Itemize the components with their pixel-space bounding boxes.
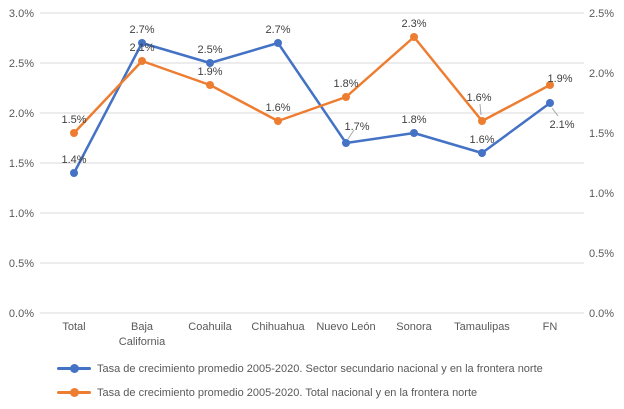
right-axis-tick-label: 2.5% xyxy=(589,8,614,20)
right-axis-tick-label: 0.0% xyxy=(589,308,614,320)
data-point-marker[interactable] xyxy=(206,59,214,67)
data-point-label: 2.7% xyxy=(129,24,154,36)
left-axis-tick-label: 1.5% xyxy=(9,158,34,170)
x-axis-category-label: FN xyxy=(543,321,558,333)
data-point-marker[interactable] xyxy=(546,99,554,107)
data-point-label: 2.7% xyxy=(265,24,290,36)
data-point-marker[interactable] xyxy=(70,169,78,177)
data-point-label: 2.3% xyxy=(401,18,426,30)
x-axis-category-label: California xyxy=(119,336,166,348)
left-axis-tick-label: 0.0% xyxy=(9,308,34,320)
data-point-marker[interactable] xyxy=(138,39,146,47)
data-point-marker[interactable] xyxy=(410,129,418,137)
data-point-marker[interactable] xyxy=(342,93,350,101)
left-axis-tick-label: 2.0% xyxy=(9,108,34,120)
x-axis-category-label: Nuevo León xyxy=(316,321,375,333)
right-axis-tick-label: 2.0% xyxy=(589,68,614,80)
right-axis-tick-label: 1.5% xyxy=(589,128,614,140)
data-point-label: 1.6% xyxy=(466,92,491,104)
data-point-marker[interactable] xyxy=(138,57,146,65)
series-line xyxy=(72,35,552,135)
legend-label: Tasa de crecimiento promedio 2005-2020. … xyxy=(97,362,543,375)
x-axis-category-label: Coahuila xyxy=(188,321,232,333)
data-point-marker[interactable] xyxy=(206,81,214,89)
data-label-leader-line xyxy=(479,103,482,116)
right-axis-tick-label: 1.0% xyxy=(589,188,614,200)
data-point-marker[interactable] xyxy=(274,117,282,125)
data-point-label: 1.9% xyxy=(197,66,222,78)
data-point-label: 2.1% xyxy=(129,42,154,54)
legend-label: Tasa de crecimiento promedio 2005-2020. … xyxy=(97,386,478,399)
data-point-marker[interactable] xyxy=(70,129,78,137)
left-axis-tick-label: 0.5% xyxy=(9,258,34,270)
data-point-marker[interactable] xyxy=(478,149,486,157)
data-point-label: 1.7% xyxy=(344,121,369,133)
data-label-leader-line xyxy=(551,107,559,117)
data-point-label: 2.5% xyxy=(197,44,222,56)
x-axis-category-label: Tamaulipas xyxy=(454,321,510,333)
data-point-label: 1.9% xyxy=(547,73,572,85)
data-point-marker[interactable] xyxy=(274,39,282,47)
chart-legend: Tasa de crecimiento promedio 2005-2020. … xyxy=(57,360,543,401)
data-point-marker[interactable] xyxy=(342,139,350,147)
data-point-marker[interactable] xyxy=(410,33,418,41)
data-point-label: 1.8% xyxy=(333,78,358,90)
data-point-label: 2.1% xyxy=(549,119,574,131)
orange-line-marker-icon xyxy=(57,388,91,397)
data-point-label: 1.4% xyxy=(61,154,86,166)
series-line xyxy=(72,41,552,175)
data-point-label: 1.6% xyxy=(469,134,494,146)
left-axis-tick-label: 2.5% xyxy=(9,58,34,70)
left-axis-tick-label: 1.0% xyxy=(9,208,34,220)
data-point-label: 1.8% xyxy=(401,114,426,126)
data-point-label: 1.5% xyxy=(61,114,86,126)
blue-line-marker-icon xyxy=(57,364,91,373)
x-axis-category-label: Sonora xyxy=(396,321,432,333)
x-axis-category-label: Chihuahua xyxy=(251,321,305,333)
data-label-leader-line xyxy=(347,129,355,140)
data-point-marker[interactable] xyxy=(546,81,554,89)
data-point-label: 1.6% xyxy=(265,102,290,114)
legend-item-sector-secundario[interactable]: Tasa de crecimiento promedio 2005-2020. … xyxy=(57,360,543,377)
data-point-marker[interactable] xyxy=(478,117,486,125)
right-axis-tick-label: 0.5% xyxy=(589,248,614,260)
legend-item-total-nacional[interactable]: Tasa de crecimiento promedio 2005-2020. … xyxy=(57,384,543,401)
x-axis-category-label: Total xyxy=(62,321,85,333)
left-axis-tick-label: 3.0% xyxy=(9,8,34,20)
x-axis-category-label: Baja xyxy=(131,321,154,333)
